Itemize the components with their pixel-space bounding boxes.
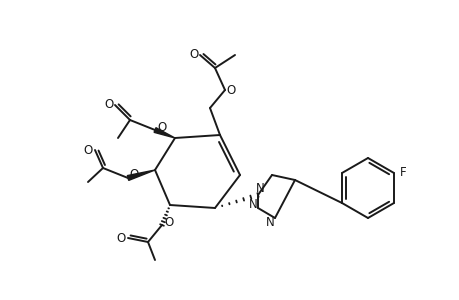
Text: F: F	[399, 167, 405, 179]
Text: N: N	[255, 182, 264, 196]
Text: O: O	[157, 121, 166, 134]
Text: N: N	[248, 197, 257, 211]
Text: N: N	[265, 215, 274, 229]
Text: O: O	[104, 98, 113, 110]
Text: O: O	[226, 83, 235, 97]
Text: O: O	[129, 169, 138, 182]
Text: O: O	[164, 217, 173, 230]
Text: O: O	[189, 47, 198, 61]
Polygon shape	[127, 170, 155, 180]
Text: O: O	[116, 232, 125, 245]
Polygon shape	[154, 128, 174, 138]
Text: O: O	[83, 143, 92, 157]
